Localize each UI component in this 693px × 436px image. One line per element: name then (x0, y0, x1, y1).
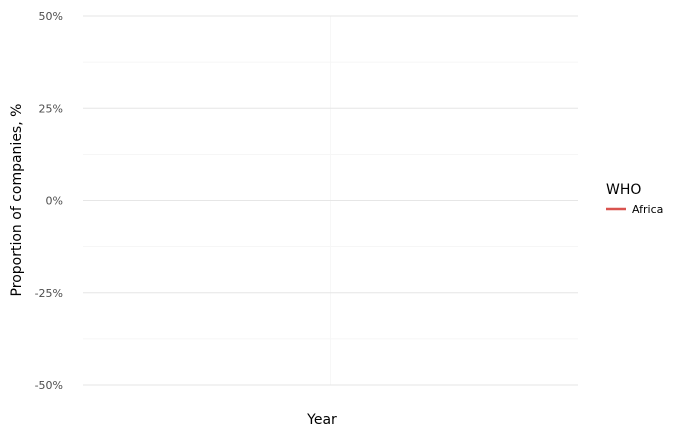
y-tick-label: -25% (35, 287, 63, 300)
y-tick-label: -50% (35, 379, 63, 392)
legend: WHO Africa (606, 182, 663, 216)
grid-lines (83, 15, 578, 386)
y-tick-labels: 50% 25% 0% -25% -50% (35, 10, 63, 392)
y-axis-title: Proportion of companies, % (9, 104, 25, 297)
y-tick-label: 25% (39, 102, 63, 115)
x-axis-title: Year (306, 412, 337, 428)
legend-title: WHO (606, 182, 641, 198)
y-tick-label: 0% (46, 195, 63, 208)
legend-label-africa: Africa (632, 203, 663, 216)
y-tick-label: 50% (39, 10, 63, 23)
